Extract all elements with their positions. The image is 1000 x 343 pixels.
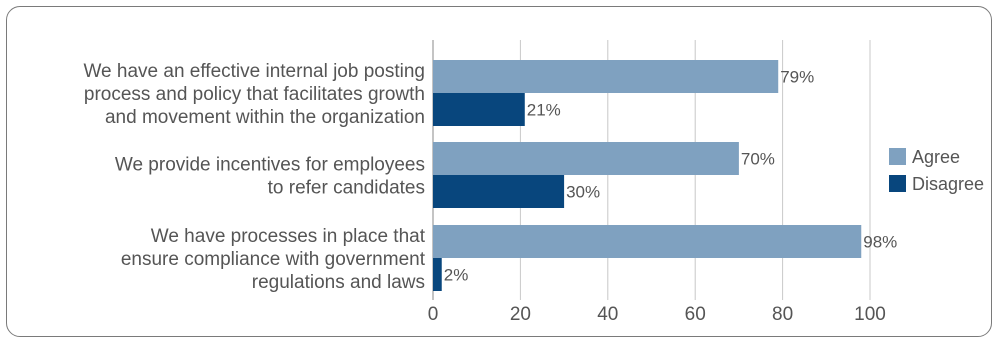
data-label: 30% bbox=[566, 183, 600, 202]
legend-swatch-agree bbox=[889, 148, 906, 165]
bar-disagree bbox=[433, 93, 525, 126]
category-label: to refer candidates bbox=[268, 178, 425, 199]
data-label: 70% bbox=[741, 150, 775, 169]
data-label: 21% bbox=[527, 101, 561, 120]
x-tick-label: 20 bbox=[510, 304, 531, 325]
data-label: 2% bbox=[444, 266, 469, 285]
category-labels: We have an effective internal job postin… bbox=[83, 61, 425, 293]
x-tick-label: 80 bbox=[772, 304, 793, 325]
bar-agree bbox=[433, 225, 862, 258]
bar-agree bbox=[433, 142, 739, 175]
legend: Agree Disagree bbox=[889, 147, 984, 194]
bars bbox=[433, 60, 862, 291]
category-label: ensure compliance with government bbox=[121, 249, 426, 270]
x-tick-label: 60 bbox=[685, 304, 706, 325]
data-label: 79% bbox=[780, 68, 814, 87]
x-tick-label: 40 bbox=[597, 304, 618, 325]
x-tick-label: 100 bbox=[854, 304, 886, 325]
category-label: regulations and laws bbox=[252, 272, 425, 293]
bar-agree bbox=[433, 60, 779, 93]
category-label: process and policy that facilitates grow… bbox=[84, 84, 425, 105]
category-label: We have an effective internal job postin… bbox=[83, 61, 425, 82]
legend-label: Disagree bbox=[912, 174, 984, 194]
category-label: We provide incentives for employees bbox=[115, 155, 425, 176]
category-label: We have processes in place that bbox=[151, 226, 426, 247]
data-label: 98% bbox=[863, 233, 897, 252]
value-labels: 79% 21% 70% 30% 98% 2% bbox=[444, 68, 898, 285]
chart-frame bbox=[6, 6, 992, 337]
x-tick-label: 0 bbox=[428, 304, 439, 325]
x-axis-ticks: 0 20 40 60 80 100 bbox=[428, 304, 886, 325]
category-label: and movement within the organization bbox=[105, 107, 425, 128]
bar-disagree bbox=[433, 175, 565, 208]
legend-swatch-disagree bbox=[889, 175, 906, 192]
legend-label: Agree bbox=[912, 147, 960, 167]
bar-disagree bbox=[433, 258, 442, 291]
